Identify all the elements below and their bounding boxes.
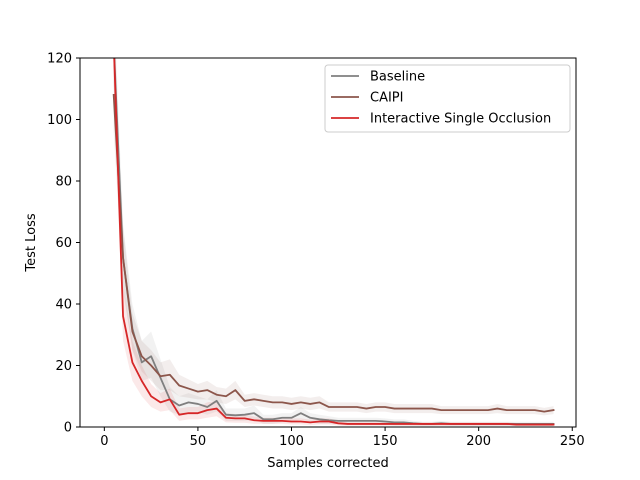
band-baseline — [113, 58, 554, 427]
band-caipi — [113, 58, 554, 416]
legend-label-interactive-single-occlusion: Interactive Single Occlusion — [370, 112, 551, 127]
y-tick-label: 120 — [47, 52, 72, 67]
x-tick-label: 250 — [560, 434, 585, 449]
y-tick-label: 100 — [47, 113, 72, 128]
y-tick-label: 40 — [55, 298, 72, 313]
y-axis-label: Test Loss — [24, 213, 39, 272]
line-caipi — [112, 93, 555, 413]
legend-label-baseline: Baseline — [370, 70, 425, 85]
x-tick-label: 50 — [190, 434, 207, 449]
x-axis-label: Samples corrected — [267, 456, 388, 471]
x-tick-label: 0 — [100, 434, 108, 449]
x-tick-label: 100 — [279, 434, 304, 449]
y-tick-label: 0 — [64, 421, 72, 436]
y-tick-label: 60 — [55, 236, 72, 251]
x-tick-label: 150 — [373, 434, 398, 449]
x-tick-label: 200 — [466, 434, 491, 449]
x-axis-ticks: 0 50 100 150 200 250 — [100, 427, 585, 449]
legend-box — [324, 64, 571, 133]
y-axis-ticks: 0 20 40 60 80 100 120 — [47, 52, 80, 436]
y-tick-label: 80 — [55, 175, 72, 190]
legend: Baseline CAIPI Interactive Single Occlusio… — [324, 64, 571, 133]
series-lines — [112, 58, 555, 426]
y-tick-label: 20 — [55, 359, 72, 374]
legend-label-caipi: CAIPI — [370, 91, 403, 106]
line-interactive-single-occlusion — [113, 58, 555, 426]
confidence-bands — [113, 58, 554, 427]
